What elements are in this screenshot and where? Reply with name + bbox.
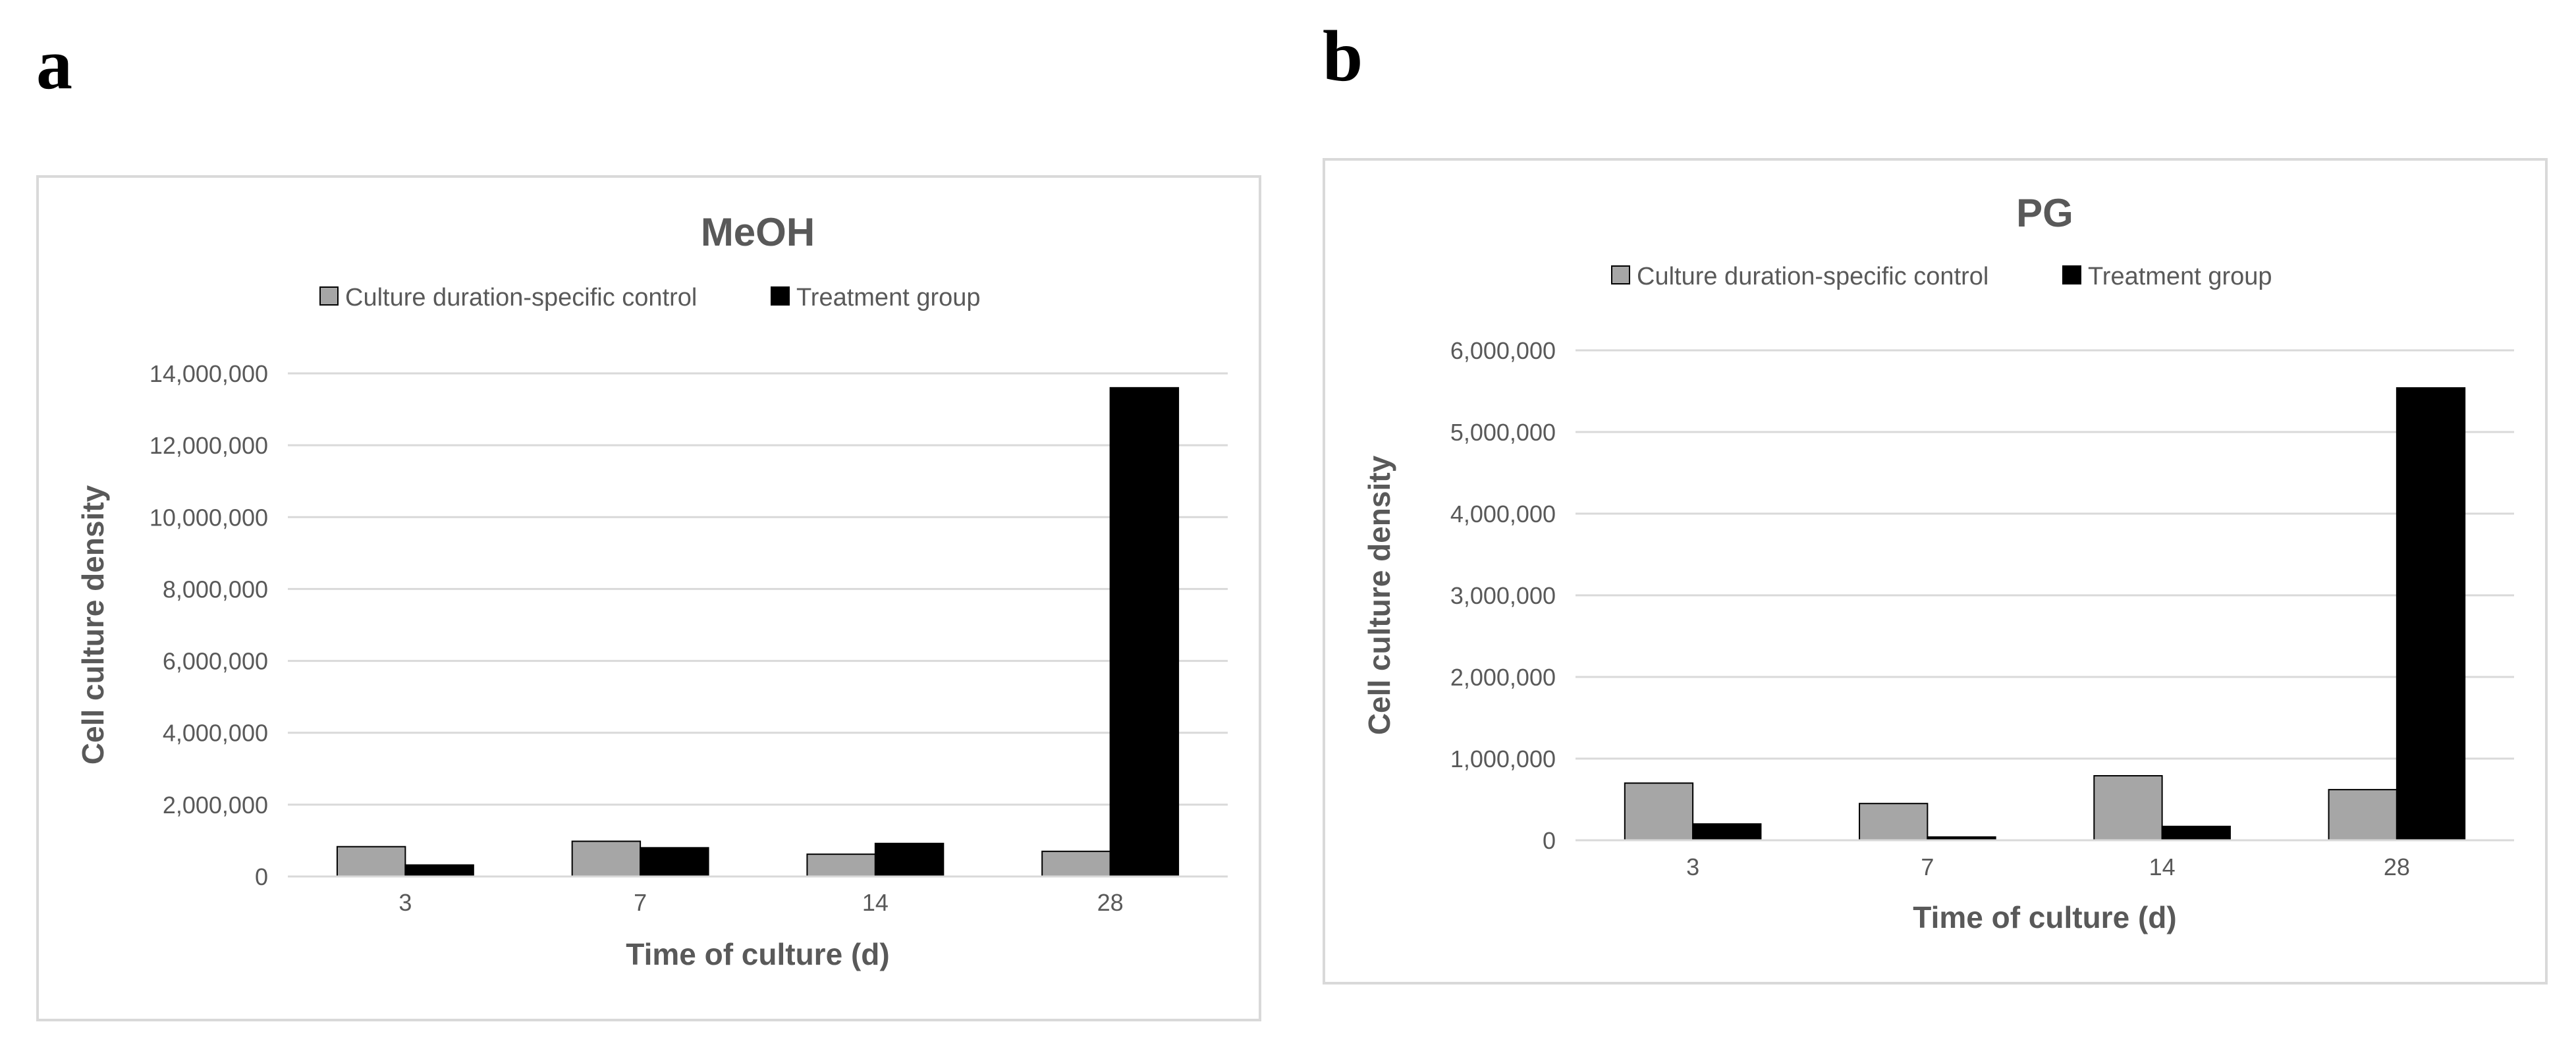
chart-a-y-tick-label: 2,000,000 bbox=[163, 792, 268, 819]
chart-a-svg: 0 2,000,000 4,000,000 6,000,000 8,000,000 10,… bbox=[76, 210, 1228, 971]
panel-label-a: a bbox=[36, 24, 72, 104]
chart-a-x-tick-label: 14 bbox=[862, 889, 889, 916]
chart-a-legend-swatch-control bbox=[319, 286, 339, 306]
chart-a-bar-control bbox=[1041, 850, 1111, 877]
chart-b-x-axis-title: Time of culture (d) bbox=[1913, 900, 2176, 934]
chart-a-bar-control bbox=[571, 840, 642, 878]
chart-a-x-tick-label: 28 bbox=[1097, 889, 1124, 916]
chart-b-legend-swatch-treatment bbox=[2062, 265, 2081, 284]
chart-a-y-tick-label: 4,000,000 bbox=[163, 720, 268, 747]
chart-a-legend-label-control: Culture duration-specific control bbox=[345, 284, 697, 311]
chart-b-y-tick-label: 6,000,000 bbox=[1450, 337, 1556, 364]
chart-b-y-axis-title: Cell culture density bbox=[1362, 455, 1396, 735]
chart-a-bar-treatment bbox=[874, 842, 945, 878]
chart-b-legend-label-treatment: Treatment group bbox=[2088, 263, 2272, 290]
chart-b-bar-treatment bbox=[1692, 823, 1762, 842]
chart-b-bar-control bbox=[1624, 782, 1694, 842]
chart-b-y-tick-label: 2,000,000 bbox=[1450, 664, 1556, 691]
chart-b-bar-control bbox=[1859, 803, 1929, 842]
chart-b-x-tick-label: 3 bbox=[1686, 853, 1699, 880]
chart-b-bar-control bbox=[2093, 775, 2163, 841]
chart-b-title: PG bbox=[2016, 191, 2073, 235]
chart-a-bar-control bbox=[806, 853, 876, 878]
chart-b-y-tick-label: 5,000,000 bbox=[1450, 419, 1556, 446]
chart-b-x-tick-label: 14 bbox=[2149, 853, 2176, 880]
chart-b-y-tick-label: 4,000,000 bbox=[1450, 500, 1556, 527]
chart-b-y-tick-label: 1,000,000 bbox=[1450, 745, 1556, 772]
chart-a-bar-treatment bbox=[404, 864, 474, 877]
chart-a-legend-label-treatment: Treatment group bbox=[796, 284, 981, 311]
chart-b-y-tick-label: 3,000,000 bbox=[1450, 582, 1556, 609]
chart-a-bar-treatment bbox=[640, 847, 709, 877]
chart-a-y-tick-label: 8,000,000 bbox=[163, 576, 268, 603]
chart-a-x-tick-label: 3 bbox=[398, 889, 412, 916]
chart-a-x-tick-label: 7 bbox=[634, 889, 647, 916]
chart-a-y-tick-label: 10,000,000 bbox=[150, 504, 268, 531]
chart-a-x-axis-title: Time of culture (d) bbox=[626, 937, 889, 971]
chart-a-y-axis-title: Cell culture density bbox=[76, 485, 110, 765]
chart-a-bar-control bbox=[336, 846, 406, 877]
chart-a-title: MeOH bbox=[701, 210, 815, 254]
chart-b-x-tick-label: 28 bbox=[2384, 853, 2410, 880]
chart-a-legend-swatch-treatment bbox=[771, 286, 790, 306]
chart-a-bar-treatment bbox=[1109, 387, 1180, 878]
chart-a-y-tick-label: 12,000,000 bbox=[150, 432, 268, 459]
chart-panel-a: 0 2,000,000 4,000,000 6,000,000 8,000,000 10,… bbox=[36, 175, 1261, 1021]
panel-label-b: b bbox=[1323, 16, 1363, 96]
chart-b-y-tick-label: 0 bbox=[1543, 827, 1556, 854]
chart-b-bar-treatment bbox=[2396, 387, 2466, 842]
chart-panel-b: 0 1,000,000 2,000,000 3,000,000 4,000,000 5,0… bbox=[1323, 158, 2548, 984]
chart-a-y-tick-label: 6,000,000 bbox=[163, 648, 268, 675]
chart-a-y-tick-label: 14,000,000 bbox=[150, 360, 268, 387]
chart-b-legend-label-control: Culture duration-specific control bbox=[1637, 263, 1988, 290]
chart-b-x-tick-label: 7 bbox=[1921, 853, 1934, 880]
chart-b-svg: 0 1,000,000 2,000,000 3,000,000 4,000,000 5,0… bbox=[1362, 191, 2514, 934]
chart-b-legend-swatch-control bbox=[1611, 265, 1630, 284]
chart-b-bar-treatment bbox=[2161, 825, 2231, 841]
chart-b-bar-control bbox=[2328, 789, 2398, 841]
chart-a-y-tick-label: 0 bbox=[255, 863, 268, 890]
